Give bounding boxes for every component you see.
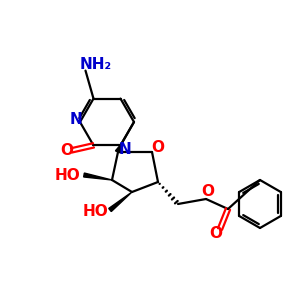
Text: N: N — [118, 142, 131, 157]
Text: HO: HO — [82, 205, 108, 220]
Text: O: O — [209, 226, 223, 241]
Text: HO: HO — [54, 167, 80, 182]
Polygon shape — [84, 173, 112, 180]
Text: NH₂: NH₂ — [80, 57, 112, 72]
Text: O: O — [152, 140, 164, 154]
Text: O: O — [60, 143, 73, 158]
Polygon shape — [109, 192, 132, 212]
Text: N: N — [70, 112, 83, 128]
Text: O: O — [202, 184, 214, 199]
